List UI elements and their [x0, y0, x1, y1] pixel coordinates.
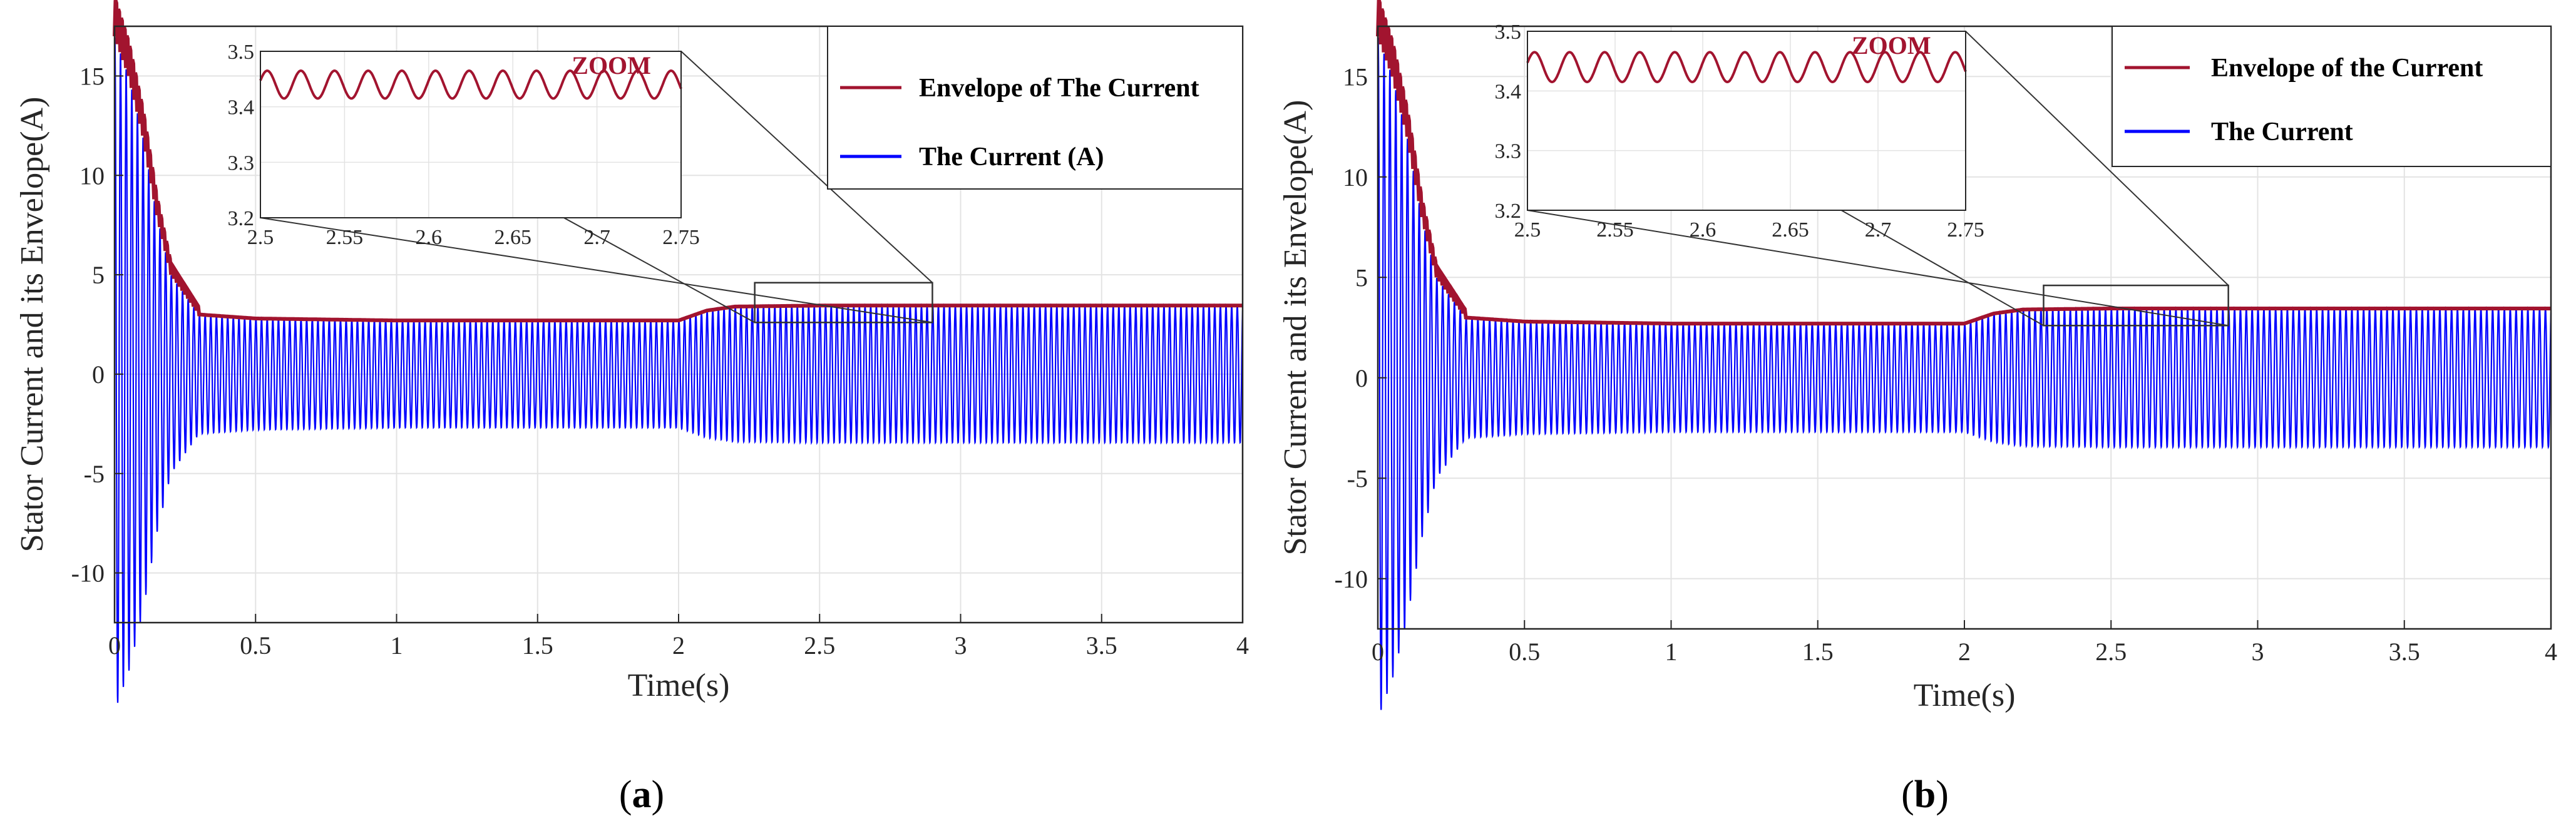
caption-close-paren: ) — [652, 773, 665, 816]
caption-open-paren: ( — [1901, 773, 1914, 816]
inset-envelope-line — [259, 69, 682, 100]
inset-x-tick-label: 2.75 — [1947, 218, 1984, 242]
y-tick-label: -5 — [84, 460, 105, 488]
legend-current-label: The Current — [2211, 118, 2353, 146]
y-tick-label: 10 — [80, 161, 105, 190]
y-tick-label: 0 — [92, 360, 105, 389]
y-tick-label: -5 — [1347, 464, 1368, 492]
y-tick-label: -10 — [71, 559, 105, 588]
inset-x-tick-label: 2.6 — [416, 226, 443, 249]
series-envelope-line — [1376, 0, 2551, 326]
zoom-connector-line — [260, 217, 933, 324]
zoom-region-box — [754, 282, 933, 324]
x-tick-label: 0.5 — [240, 631, 271, 660]
x-tick-label: 3 — [2252, 638, 2264, 666]
inset-axes-box — [260, 51, 682, 218]
x-tick-label: 2 — [1958, 638, 1971, 666]
y-tick-label: 10 — [1343, 163, 1368, 191]
inset-y-tick-label: 3.5 — [1495, 21, 1522, 44]
legend-current-label: The Current (A) — [919, 143, 1104, 171]
series-current-line — [113, 37, 1244, 703]
caption-close-paren: ) — [1936, 773, 1949, 816]
inset-y-tick-label: 3.2 — [1495, 200, 1522, 223]
y-tick-label: 5 — [1355, 263, 1368, 292]
inset-x-tick-label: 2.7 — [1865, 218, 1892, 242]
inset-x-tick-label: 2.65 — [494, 226, 531, 249]
x-tick-label: 2 — [672, 631, 685, 660]
y-axis-label: Stator Current and its Envelope(A) — [1278, 100, 1313, 556]
caption-letter: b — [1914, 773, 1936, 816]
inset-y-tick-label: 3.3 — [1495, 140, 1522, 163]
x-tick-label: 1 — [1665, 638, 1678, 666]
x-tick-label: 1 — [391, 631, 403, 660]
inset-y-tick-label: 3.2 — [228, 207, 255, 230]
series-envelope-line — [113, 0, 1243, 323]
x-tick-label: 3 — [955, 631, 967, 660]
inset-axes-box — [1527, 31, 1966, 211]
x-tick-label: 0.5 — [1509, 638, 1540, 666]
x-tick-label: 0 — [108, 631, 121, 660]
inset-x-tick-label: 2.6 — [1690, 218, 1716, 242]
panel-caption: (a) — [619, 773, 664, 816]
legend-box — [2112, 26, 2552, 167]
legend-envelope-label: Envelope of The Current — [919, 74, 1199, 103]
y-tick-label: -10 — [1335, 565, 1368, 593]
inset-x-tick-label: 2.65 — [1772, 218, 1809, 242]
zoom-connector-line — [1965, 31, 2229, 286]
inset-envelope-line — [1526, 51, 1967, 84]
y-tick-label: 5 — [92, 261, 105, 289]
zoom-connector-line — [680, 51, 933, 283]
inset-x-tick-label: 2.55 — [326, 226, 364, 249]
series-current-line — [1377, 38, 2552, 710]
caption-letter: a — [632, 773, 652, 816]
zoom-connector-line — [1527, 210, 2229, 327]
legend-envelope-label: Envelope of the Current — [2211, 54, 2483, 83]
zoom-region-box — [2043, 284, 2229, 327]
y-axis-label: Stator Current and its Envelope(A) — [14, 97, 50, 553]
panel-a: 0 0.5 1 1.5 2 2.5 3 3.5 4 -10 -5 0 5 10 15 Time(s) Stato… — [14, 0, 1249, 816]
x-tick-label: 0 — [1372, 638, 1384, 666]
x-axis-label: Time(s) — [628, 668, 730, 703]
y-tick-label: 15 — [80, 62, 105, 90]
x-tick-label: 2.5 — [2095, 638, 2127, 666]
inset-x-tick-label: 2.75 — [662, 226, 700, 249]
y-tick-label: 15 — [1343, 63, 1368, 91]
inset-x-tick-label: 2.5 — [1514, 218, 1541, 242]
inset-x-tick-label: 2.5 — [247, 226, 274, 249]
zoom-annotation: ZOOM — [1852, 31, 1931, 59]
inset-y-tick-label: 3.5 — [228, 41, 255, 64]
inset-y-tick-label: 3.4 — [1495, 80, 1522, 103]
inset-y-tick-label: 3.4 — [228, 96, 255, 120]
caption-open-paren: ( — [619, 773, 632, 816]
inset-x-tick-label: 2.55 — [1596, 218, 1634, 242]
x-tick-label: 3.5 — [2389, 638, 2420, 666]
x-tick-label: 2.5 — [804, 631, 835, 660]
x-axis-label: Time(s) — [1914, 678, 2016, 713]
x-tick-label: 4 — [2545, 638, 2557, 666]
x-tick-label: 1.5 — [522, 631, 553, 660]
x-tick-label: 3.5 — [1086, 631, 1117, 660]
x-tick-label: 1.5 — [1802, 638, 1834, 666]
inset-y-tick-label: 3.3 — [228, 151, 255, 175]
x-tick-label: 4 — [1236, 631, 1249, 660]
legend-box — [827, 26, 1243, 190]
panel-b: 0 0.5 1 1.5 2 2.5 3 3.5 4 -10 -5 0 5 10 15 Time(s) Stato… — [1278, 0, 2557, 816]
panel-caption: (b) — [1901, 773, 1949, 816]
zoom-annotation: ZOOM — [572, 51, 651, 79]
y-tick-label: 0 — [1355, 364, 1368, 392]
inset-x-tick-label: 2.7 — [583, 226, 610, 249]
